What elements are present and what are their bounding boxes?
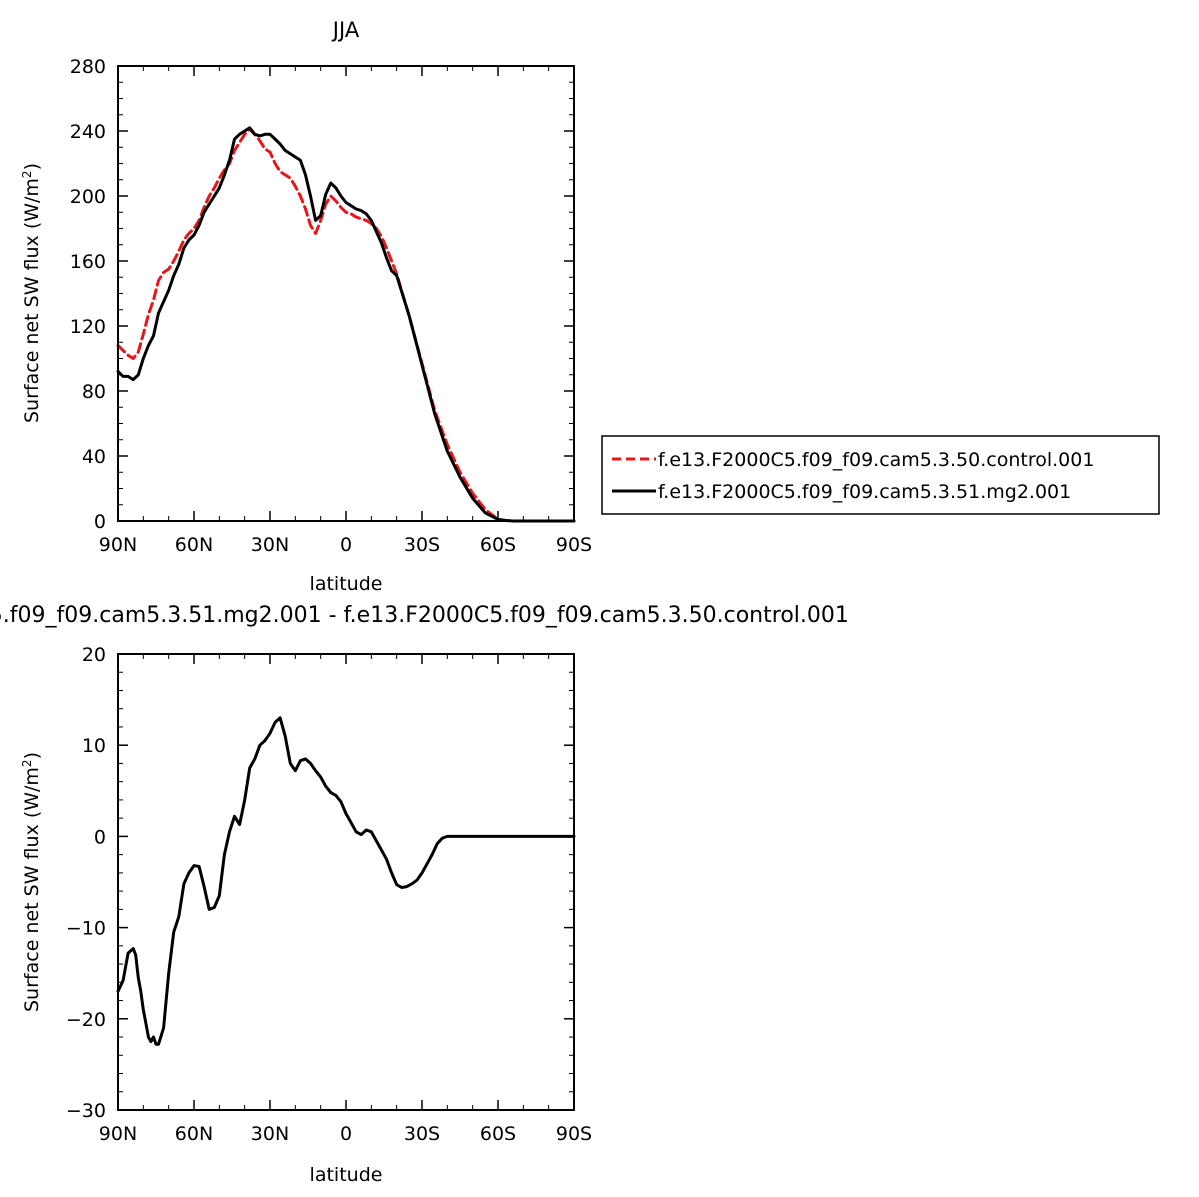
bottom-y-tick-label: −20	[66, 1009, 106, 1031]
top-title: JJA	[331, 18, 360, 42]
bottom-plot-frame	[117, 653, 575, 1111]
top-x-tick-label: 30N	[251, 534, 289, 556]
bottom-y-tick-label: 10	[82, 735, 106, 757]
legend-box	[601, 435, 1160, 515]
top-series-line-0	[116, 127, 576, 523]
legend-label-mg2: f.e13.F2000C5.f09_f09.cam5.3.51.mg2.001	[658, 481, 1071, 503]
bottom-y-tick-label: 0	[94, 826, 106, 848]
top-y-tick-label: 160	[70, 251, 106, 273]
top-x-ticks: 90N 60N 30N 0 30S 60S 90S	[99, 66, 592, 556]
top-y-tick-label: 40	[82, 446, 106, 468]
top-y-tick-label: 240	[70, 121, 106, 143]
top-y-tick-label: 0	[94, 511, 106, 533]
bottom-y-tick-label: −30	[66, 1100, 106, 1122]
bottom-x-tick-label: 30S	[404, 1123, 440, 1145]
bottom-x-tick-label: 30N	[251, 1123, 289, 1145]
bottom-x-tick-label: 0	[340, 1123, 352, 1145]
top-x-tick-label: 60S	[480, 534, 516, 556]
legend: f.e13.F2000C5.f09_f09.cam5.3.50.control.…	[601, 435, 1160, 515]
bottom-panel: f.e13.F2000C5.f09_f09.cam5.3.51.mg2.001 …	[0, 603, 849, 1186]
bottom-title: f.e13.F2000C5.f09_f09.cam5.3.51.mg2.001 …	[0, 603, 849, 628]
bottom-y-tick-label: 20	[82, 644, 106, 666]
bottom-x-tick-label: 90S	[556, 1123, 592, 1145]
bottom-y-tick-label: −10	[66, 918, 106, 940]
top-plot-frame	[117, 65, 575, 522]
bottom-x-tick-label: 60S	[480, 1123, 516, 1145]
bottom-x-tick-label: 90N	[99, 1123, 137, 1145]
top-y-tick-label: 280	[70, 56, 106, 78]
top-x-tick-label: 90S	[556, 534, 592, 556]
bottom-xlabel: latitude	[310, 1164, 383, 1186]
legend-label-control: f.e13.F2000C5.f09_f09.cam5.3.50.control.…	[658, 449, 1094, 471]
top-xlabel: latitude	[310, 573, 383, 595]
top-y-ticks: 0 40 80 120 160 200 240 280	[70, 56, 574, 533]
bottom-y-ticks: −30 −20 −10 0 10 20	[66, 644, 574, 1122]
top-y-tick-label: 80	[82, 381, 106, 403]
bottom-x-ticks: 90N 60N 30N 0 30S 60S 90S	[99, 654, 592, 1145]
bottom-series	[116, 716, 576, 1046]
top-series	[116, 126, 576, 523]
bottom-series-line-0	[116, 716, 576, 1046]
top-y-tick-label: 120	[70, 316, 106, 338]
top-x-tick-label: 30S	[404, 534, 440, 556]
bottom-ylabel: Surface net SW flux (W/m2)	[20, 752, 43, 1012]
bottom-x-tick-label: 60N	[175, 1123, 213, 1145]
top-x-tick-label: 90N	[99, 534, 137, 556]
top-ylabel: Surface net SW flux (W/m2)	[20, 163, 43, 423]
top-x-tick-label: 0	[340, 534, 352, 556]
top-y-tick-label: 200	[70, 186, 106, 208]
top-panel: JJA 0 40 80 120 160 200 240 280 90N 60N 30N 0 30S 60…	[20, 18, 592, 595]
top-series-line-1	[116, 126, 576, 523]
top-x-tick-label: 60N	[175, 534, 213, 556]
